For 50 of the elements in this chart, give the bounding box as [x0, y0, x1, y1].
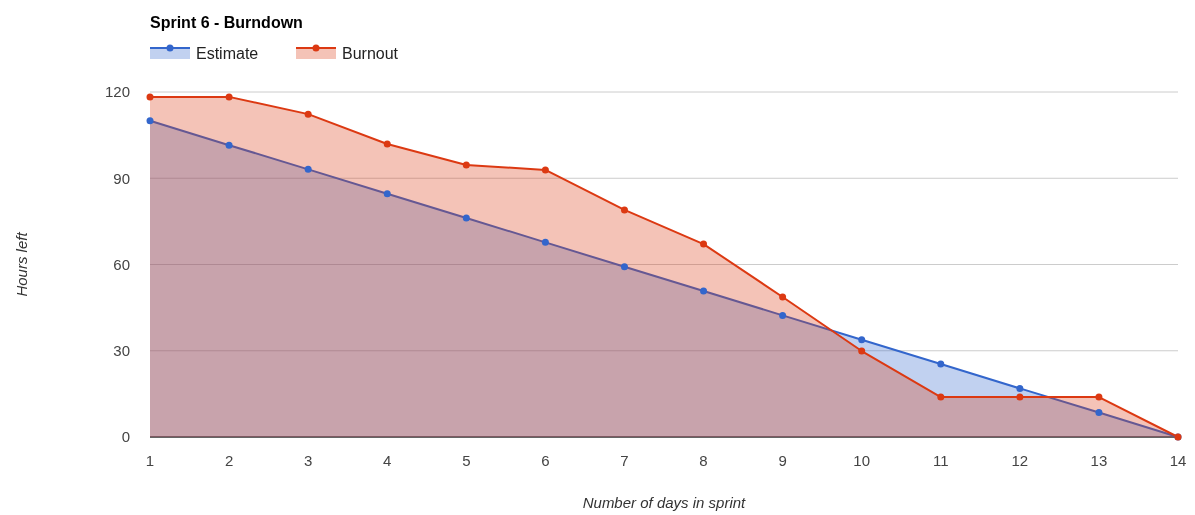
point: [1095, 393, 1103, 401]
x-tick-label: 3: [303, 452, 313, 469]
y-axis-title: Hours left: [13, 231, 30, 297]
point: [304, 165, 312, 173]
point: [462, 161, 470, 169]
y-tick-label: 30: [113, 342, 130, 359]
x-tick-label: 11: [932, 452, 949, 469]
point: [225, 93, 233, 101]
point: [779, 293, 787, 301]
point: [304, 110, 312, 118]
x-tick-label: 5: [462, 452, 471, 469]
y-tick-label: 90: [113, 169, 130, 187]
x-tick-label: 12: [1011, 452, 1029, 469]
x-tick-label: 1: [145, 452, 155, 469]
point: [225, 141, 233, 149]
point: [937, 393, 945, 401]
point: [383, 190, 391, 198]
point: [383, 140, 391, 148]
point: [1016, 384, 1024, 392]
legend-label: Estimate: [196, 45, 259, 62]
point: [937, 360, 945, 368]
point: [700, 287, 708, 295]
y-tick-label: 0: [121, 428, 130, 446]
point: [541, 238, 549, 246]
x-tick-label: 13: [1090, 452, 1108, 469]
y-tick-label: 120: [104, 83, 130, 101]
point: [146, 117, 154, 125]
point: [620, 206, 628, 214]
point: [779, 311, 787, 319]
legend-label: Burnout: [342, 45, 399, 62]
x-axis-title: Number of days in sprint: [582, 494, 747, 511]
point: [1095, 409, 1103, 417]
point: [146, 93, 154, 101]
x-tick-label: 7: [620, 452, 629, 469]
point: [858, 347, 866, 355]
x-tick-label: 6: [541, 452, 550, 469]
point: [1016, 393, 1024, 401]
chart-title: Sprint 6 - Burndown: [150, 14, 303, 31]
y-tick-label: 60: [113, 255, 130, 273]
x-tick-label: 9: [778, 452, 787, 469]
point: [541, 166, 549, 174]
x-tick-label: 2: [224, 452, 234, 469]
point: [700, 240, 708, 248]
x-tick-label: 10: [853, 452, 871, 469]
x-tick-label: 4: [383, 452, 392, 469]
x-tick-label: 8: [699, 452, 708, 469]
point: [462, 214, 470, 222]
point: [620, 263, 628, 271]
point: [858, 336, 866, 344]
x-tick-label: 14: [1169, 452, 1187, 469]
